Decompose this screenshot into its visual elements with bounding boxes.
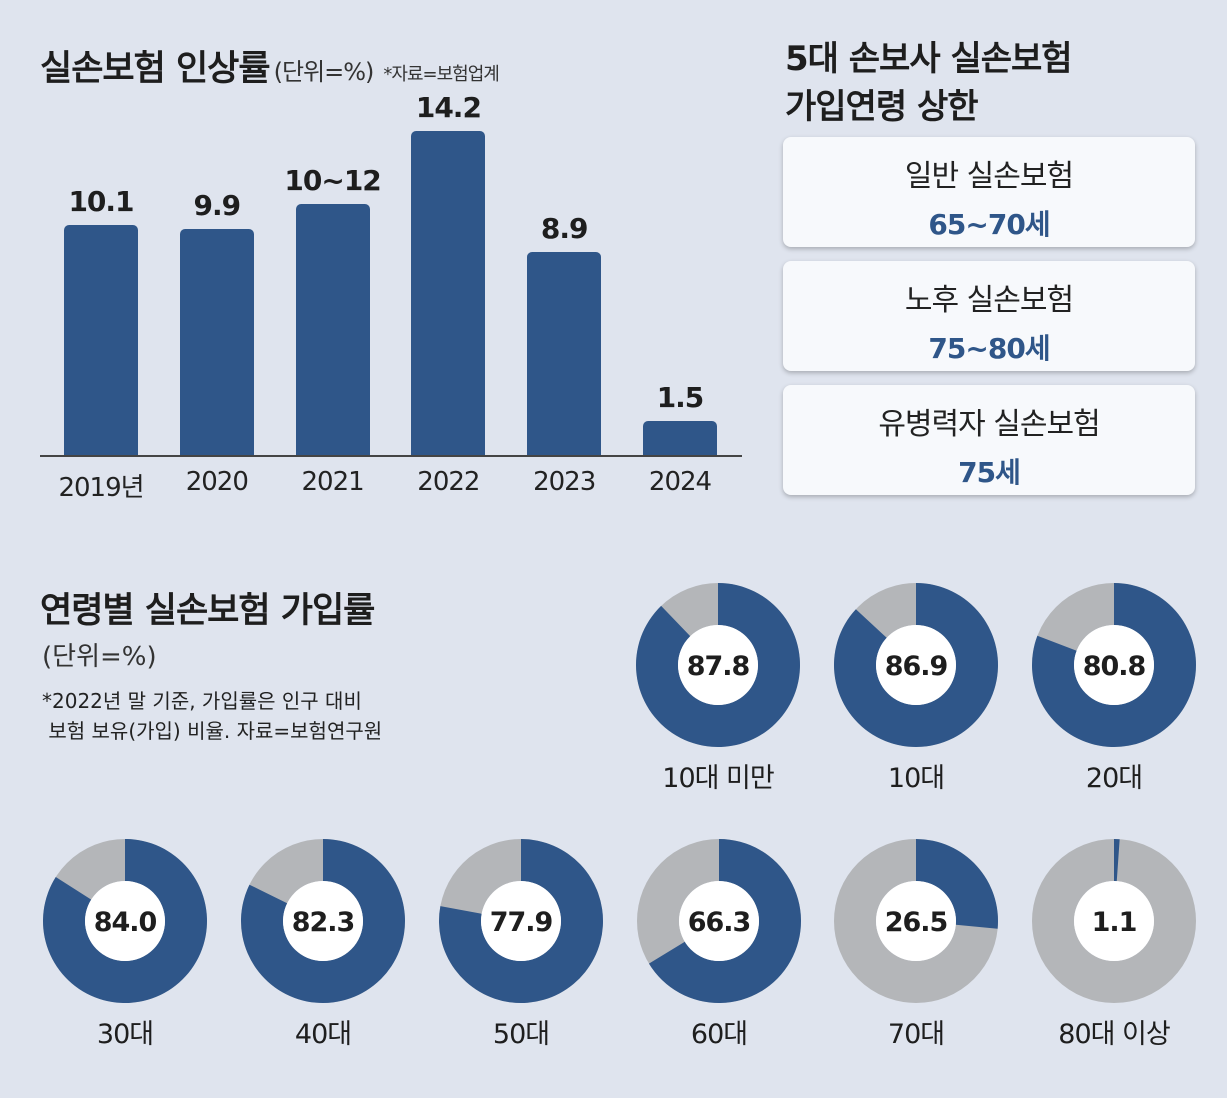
donut-category-label: 50대 bbox=[493, 1019, 549, 1050]
age-chart-title: 연령별 실손보험 가입률 bbox=[40, 591, 375, 631]
cap-card-preexisting: 유병력자 실손보험 75세 bbox=[783, 385, 1195, 495]
bar-value-label: 1.5 bbox=[656, 380, 705, 414]
age-chart-unit: (단위=%) bbox=[42, 642, 157, 672]
donut-30대: 84.0 30대 bbox=[42, 839, 207, 1050]
bar-value-label: 9.9 bbox=[193, 189, 241, 223]
donut-50대: 77.9 50대 bbox=[439, 839, 603, 1050]
donut-hole bbox=[876, 625, 956, 705]
donut-hole bbox=[85, 881, 165, 961]
donut-value-label: 77.9 bbox=[490, 907, 553, 938]
donut-40대: 82.3 40대 bbox=[241, 839, 406, 1050]
bar-value-label: 10~12 bbox=[284, 164, 381, 198]
cap-card-label: 유병력자 실손보험 bbox=[878, 407, 1100, 442]
donut-60대: 66.3 60대 bbox=[637, 839, 802, 1050]
donut-hole bbox=[1074, 881, 1154, 961]
age-chart-note: *2022년 말 기준, 가입률은 인구 대비 보험 보유(가입) 비율. 자료… bbox=[42, 686, 382, 746]
bar-baseline bbox=[40, 455, 742, 457]
bar-2021 bbox=[295, 204, 370, 455]
bar-2024 bbox=[643, 420, 717, 455]
cap-card-label: 노후 실손보험 bbox=[904, 283, 1074, 318]
donut-hole bbox=[283, 881, 363, 961]
bar-2023 bbox=[527, 252, 602, 455]
donut-hole bbox=[678, 625, 758, 705]
donut-hole bbox=[1074, 625, 1154, 705]
donut-value-slice bbox=[1114, 839, 1120, 882]
donut-value-label: 80.8 bbox=[1083, 651, 1146, 682]
rate-chart-title: 실손보험 인상률 (단위=%) *자료=보험업계 bbox=[40, 40, 500, 91]
age-cap-title: 5대 손보사 실손보험 가입연령 상한 bbox=[785, 35, 1073, 131]
donut-hole bbox=[679, 881, 759, 961]
donut-category-label: 60대 bbox=[691, 1019, 747, 1050]
donut-value-label: 66.3 bbox=[688, 907, 751, 938]
bar-category-label: 2019년 bbox=[58, 473, 144, 503]
donut-category-label: 20대 bbox=[1086, 763, 1142, 794]
rate-chart-source: *자료=보험업계 bbox=[383, 64, 499, 85]
donut-category-label: 30대 bbox=[97, 1019, 153, 1050]
rate-chart-title-text: 실손보험 인상률 bbox=[40, 49, 271, 89]
donut-value-slice bbox=[241, 839, 406, 1004]
bar-2019년 bbox=[64, 224, 138, 455]
cap-card-label: 일반 실손보험 bbox=[904, 159, 1074, 194]
donut-value-slice bbox=[648, 839, 802, 1003]
donut-10대 미만: 87.8 10대 미만 bbox=[635, 583, 800, 794]
bar-category-label: 2024 bbox=[648, 467, 712, 497]
cap-card-senior: 노후 실손보험 75~80세 bbox=[783, 261, 1195, 371]
bar-category-label: 2021 bbox=[301, 467, 365, 497]
donut-category-label: 10대 bbox=[888, 763, 944, 794]
donut-value-label: 86.9 bbox=[885, 651, 948, 682]
donut-10대: 86.9 10대 bbox=[834, 583, 998, 794]
donut-hole bbox=[481, 881, 561, 961]
age-chart-note-line2: 보험 보유(가입) 비율. 자료=보험연구원 bbox=[42, 719, 383, 743]
donut-20대: 80.8 20대 bbox=[1032, 583, 1196, 794]
donut-value-label: 26.5 bbox=[885, 907, 948, 938]
age-cap-title-line2: 가입연령 상한 bbox=[785, 87, 979, 127]
age-cap-title-line1: 5대 손보사 실손보험 bbox=[785, 39, 1073, 79]
donut-value-slice bbox=[834, 583, 998, 748]
bar-category-label: 2020 bbox=[185, 467, 249, 497]
donut-category-label: 70대 bbox=[888, 1019, 944, 1050]
bar-value-label: 10.1 bbox=[68, 184, 134, 218]
donut-category-label: 80대 이상 bbox=[1058, 1019, 1170, 1050]
cap-card-range: 75~80세 bbox=[928, 332, 1050, 365]
donut-hole bbox=[876, 881, 956, 961]
bar-category-label: 2022 bbox=[417, 467, 480, 497]
cap-card-range: 75세 bbox=[958, 456, 1021, 489]
rate-chart-unit: (단위=%) bbox=[273, 58, 375, 86]
donut-value-slice bbox=[42, 839, 207, 1003]
donut-80대 이상: 1.1 80대 이상 bbox=[1032, 839, 1196, 1050]
donut-value-label: 84.0 bbox=[94, 907, 157, 938]
cap-card-general: 일반 실손보험 65~70세 bbox=[783, 137, 1195, 247]
donut-value-slice bbox=[439, 839, 603, 1003]
bar-2022 bbox=[411, 131, 486, 455]
donut-value-label: 82.3 bbox=[292, 907, 355, 938]
donut-70대: 26.5 70대 bbox=[834, 839, 998, 1050]
donut-value-label: 87.8 bbox=[687, 651, 750, 682]
donut-value-slice bbox=[916, 839, 998, 929]
bar-2020 bbox=[179, 229, 254, 455]
age-chart-note-line1: *2022년 말 기준, 가입률은 인구 대비 bbox=[42, 689, 362, 713]
donut-value-slice bbox=[635, 583, 800, 748]
bar-category-label: 2023 bbox=[533, 467, 596, 497]
donut-category-label: 40대 bbox=[295, 1019, 351, 1050]
donut-value-label: 1.1 bbox=[1092, 907, 1137, 938]
bar-value-label: 14.2 bbox=[415, 91, 482, 125]
donut-category-label: 10대 미만 bbox=[662, 763, 774, 794]
donut-value-slice bbox=[1032, 583, 1196, 748]
cap-card-range: 65~70세 bbox=[928, 208, 1050, 241]
bar-value-label: 8.9 bbox=[540, 212, 589, 246]
